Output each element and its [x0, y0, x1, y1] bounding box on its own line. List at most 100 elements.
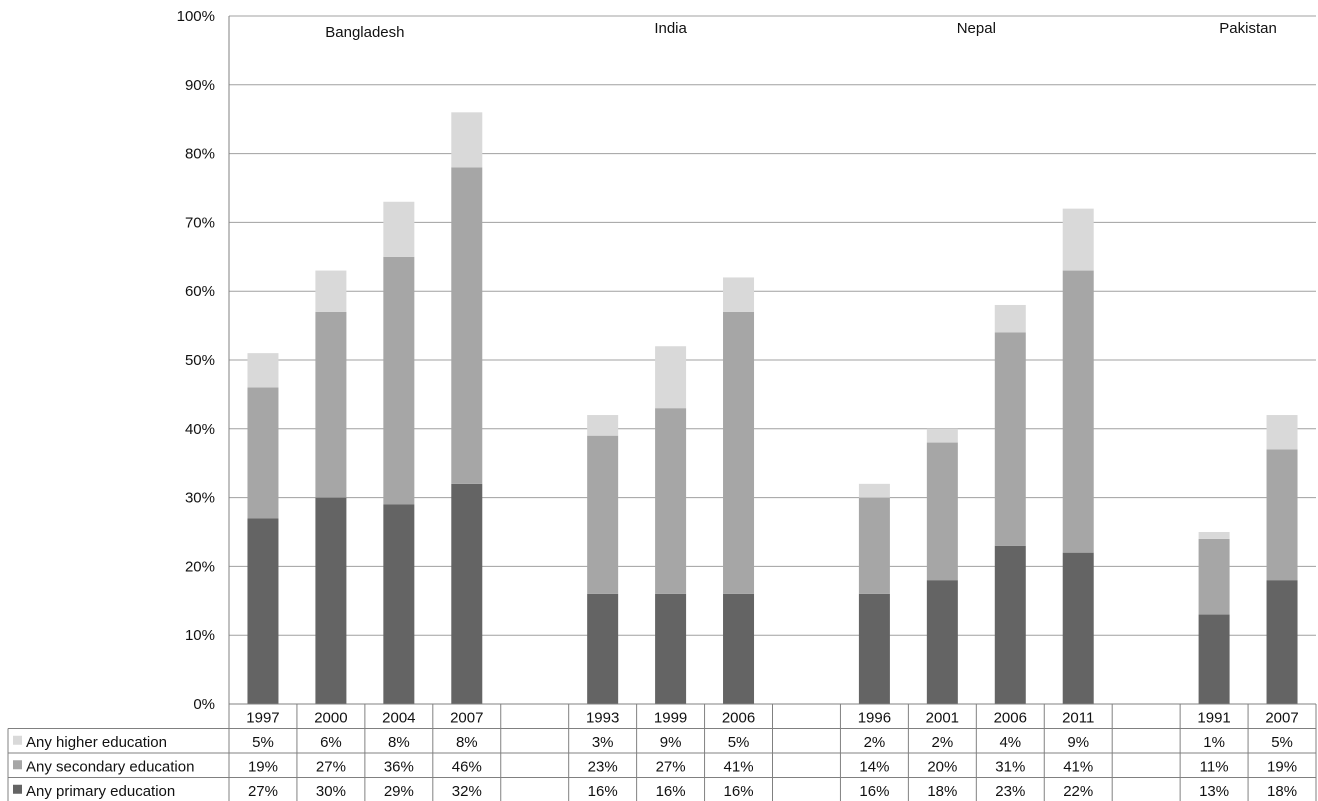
bar-secondary — [1062, 270, 1094, 553]
bar-primary — [315, 497, 347, 704]
data-label: 9% — [660, 734, 682, 751]
bar-secondary — [1266, 449, 1298, 581]
x-tick-label: 2001 — [926, 709, 959, 726]
x-tick-label: 1991 — [1197, 709, 1230, 726]
bar-higher — [383, 201, 415, 257]
y-tick-label: 20% — [185, 558, 215, 575]
data-label: 4% — [999, 734, 1021, 751]
bar-higher — [994, 304, 1026, 333]
bar-secondary — [247, 387, 279, 519]
data-label: 32% — [452, 783, 482, 800]
bar-higher — [247, 353, 279, 388]
y-tick-label: 30% — [185, 490, 215, 507]
data-label: 22% — [1063, 783, 1093, 800]
bar-primary — [1062, 552, 1094, 704]
data-label: 27% — [316, 758, 346, 775]
data-label: 5% — [1271, 734, 1293, 751]
data-label: 36% — [384, 758, 414, 775]
y-tick-label: 90% — [185, 77, 215, 94]
x-tick-label: 2007 — [1265, 709, 1298, 726]
bar-higher — [1062, 208, 1094, 271]
bar-primary — [994, 545, 1026, 704]
data-label: 18% — [1267, 783, 1297, 800]
data-label: 16% — [588, 783, 618, 800]
bar-higher — [1266, 415, 1298, 450]
bar-primary — [723, 593, 755, 704]
data-label: 27% — [656, 758, 686, 775]
bar-secondary — [587, 435, 619, 594]
legend-swatch-primary — [13, 784, 22, 794]
x-tick-label: 2000 — [314, 709, 347, 726]
data-label: 16% — [656, 783, 686, 800]
legend-label: Any secondary education — [26, 758, 194, 775]
data-label: 46% — [452, 758, 482, 775]
x-tick-label: 2004 — [382, 709, 415, 726]
bar-higher — [587, 415, 619, 436]
data-label: 16% — [859, 783, 889, 800]
legend-swatch-higher — [13, 735, 22, 745]
bar-primary — [451, 483, 483, 704]
y-tick-label: 0% — [193, 696, 215, 713]
bar-primary — [1198, 614, 1230, 704]
data-label: 9% — [1067, 734, 1089, 751]
x-tick-label: 1999 — [654, 709, 687, 726]
bar-secondary — [451, 167, 483, 484]
data-label: 1% — [1203, 734, 1225, 751]
x-tick-label: 1996 — [858, 709, 891, 726]
bar-secondary — [383, 256, 415, 505]
bar-higher — [315, 270, 347, 312]
data-label: 30% — [316, 783, 346, 800]
bar-primary — [655, 593, 687, 704]
y-tick-label: 50% — [185, 352, 215, 369]
data-label: 41% — [1063, 758, 1093, 775]
legend-label: Any primary education — [26, 783, 175, 800]
bar-primary — [926, 580, 958, 704]
data-label: 14% — [859, 758, 889, 775]
bar-higher — [451, 112, 483, 168]
data-label: 31% — [995, 758, 1025, 775]
bar-secondary — [1198, 538, 1230, 615]
y-tick-label: 70% — [185, 214, 215, 231]
group-label: India — [654, 20, 687, 37]
data-label: 8% — [456, 734, 478, 751]
data-label: 5% — [728, 734, 750, 751]
data-label: 18% — [927, 783, 957, 800]
data-label: 23% — [995, 783, 1025, 800]
x-tick-label: 1997 — [246, 709, 279, 726]
bar-higher — [723, 277, 755, 312]
bar-higher — [926, 428, 958, 443]
bar-primary — [587, 593, 619, 704]
bar-primary — [1266, 580, 1298, 704]
bar-primary — [383, 504, 415, 704]
y-tick-label: 10% — [185, 627, 215, 644]
data-label: 23% — [588, 758, 618, 775]
bar-secondary — [655, 408, 687, 594]
y-tick-label: 40% — [185, 421, 215, 438]
data-label: 8% — [388, 734, 410, 751]
data-label: 19% — [1267, 758, 1297, 775]
data-label: 16% — [724, 783, 754, 800]
x-tick-label: 1993 — [586, 709, 619, 726]
bar-primary — [858, 593, 890, 704]
y-tick-label: 80% — [185, 146, 215, 163]
data-label: 2% — [864, 734, 886, 751]
y-tick-label: 100% — [177, 8, 215, 25]
x-tick-label: 2006 — [722, 709, 755, 726]
group-label: Pakistan — [1219, 20, 1277, 37]
legend-swatch-secondary — [13, 760, 22, 770]
group-label: Bangladesh — [325, 24, 404, 41]
data-label: 11% — [1200, 758, 1229, 775]
bar-higher — [1198, 532, 1230, 539]
data-label: 3% — [592, 734, 614, 751]
data-label: 19% — [248, 758, 278, 775]
bar-secondary — [858, 497, 890, 594]
y-tick-label: 60% — [185, 283, 215, 300]
x-tick-label: 2011 — [1062, 709, 1094, 726]
data-label: 27% — [248, 783, 278, 800]
data-label: 29% — [384, 783, 414, 800]
bar-secondary — [723, 311, 755, 594]
bar-higher — [858, 483, 890, 498]
bar-secondary — [994, 332, 1026, 546]
bar-primary — [247, 518, 279, 704]
